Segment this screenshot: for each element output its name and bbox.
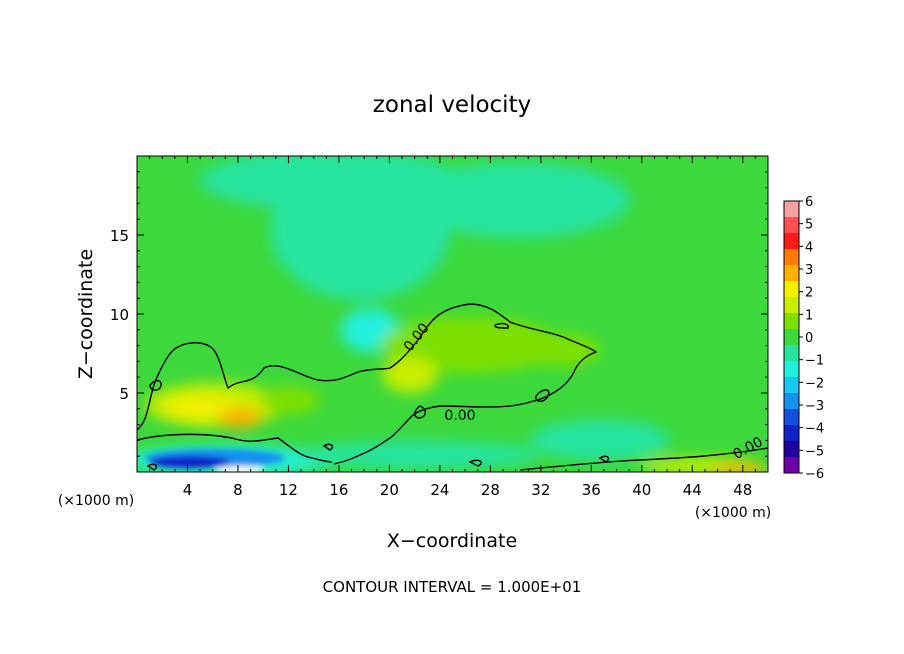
- x-tick-label: 8: [233, 481, 243, 499]
- y-unit-label: (×1000 m): [58, 493, 134, 509]
- y-axis: 5 10 15: [110, 171, 768, 457]
- colorbar-label: −6: [805, 467, 824, 482]
- zero-contour-8: [598, 455, 610, 463]
- colorbar-swatch: [784, 425, 799, 442]
- zero-contour-6: [494, 322, 509, 329]
- plot-area: [137, 156, 768, 472]
- chart-title: zonal velocity: [373, 92, 531, 118]
- field-region-10: [260, 386, 320, 414]
- colorbar-swatch: [784, 393, 799, 410]
- colorbar: 6 5 4 3 2 1 0 −1 −2 −3 −4 −5 −6: [783, 195, 824, 482]
- x-tick-label: 16: [329, 481, 348, 499]
- y-tick-label: 10: [110, 306, 129, 324]
- zero-contour-1: [137, 433, 333, 463]
- colorbar-label: −1: [805, 354, 824, 369]
- field-core-1: [150, 456, 230, 468]
- x-tick-label: 48: [733, 481, 752, 499]
- y-tick-label: 15: [110, 227, 129, 245]
- field-region-5: [382, 357, 438, 393]
- colorbar-swatch: [784, 457, 799, 474]
- field-region-15: [710, 464, 768, 472]
- colorbar-swatch: [784, 345, 799, 362]
- colorbar-swatch: [784, 217, 799, 234]
- colorbar-swatch: [784, 329, 799, 346]
- colorbar-swatch: [784, 281, 799, 298]
- colorbar-swatch: [784, 201, 799, 218]
- contour-label-1: 0.00: [444, 408, 475, 424]
- field-region-12: [300, 441, 540, 469]
- y-axis-label: Z−coordinate: [75, 249, 97, 379]
- zero-contour-3: [414, 405, 426, 419]
- colorbar-swatch: [784, 377, 799, 394]
- colorbar-label: 0: [805, 331, 813, 346]
- field-region-1: [200, 156, 460, 210]
- colorbar-label: 6: [805, 195, 813, 210]
- colorbar-label: 1: [805, 308, 813, 323]
- field-region-6: [520, 334, 600, 366]
- colorbar-label: −3: [805, 399, 824, 414]
- x-tick-label: 28: [481, 481, 500, 499]
- colorbar-label: 4: [805, 240, 813, 255]
- x-tick-label: 44: [683, 481, 702, 499]
- colorbar-swatch: [784, 233, 799, 250]
- x-tick-label: 20: [380, 481, 399, 499]
- zero-contour-7: [322, 443, 334, 451]
- field-region-8: [165, 396, 235, 420]
- field-region-9: [218, 408, 262, 428]
- colorbar-label: −5: [805, 444, 824, 459]
- field-core-2: [215, 466, 265, 472]
- field-region-13: [530, 420, 670, 460]
- x-tick-label: 4: [183, 481, 193, 499]
- colorbar-label: 2: [805, 286, 813, 301]
- zero-contour-9: [146, 463, 158, 471]
- contour-interval-note: CONTOUR INTERVAL = 1.000E+01: [323, 578, 582, 596]
- field-region-2: [410, 162, 630, 238]
- colorbar-swatch: [784, 409, 799, 426]
- x-unit-label: (×1000 m): [695, 505, 771, 521]
- y-tick-label: 5: [119, 385, 129, 403]
- zero-contour-4: [535, 389, 550, 402]
- x-tick-label: 32: [531, 481, 550, 499]
- colorbar-swatch: [784, 265, 799, 282]
- colorbar-swatch: [784, 313, 799, 330]
- colorbar-label: 5: [805, 218, 813, 233]
- colorbar-swatch: [784, 249, 799, 266]
- zero-contour-0: [137, 303, 598, 465]
- zero-contour-10: [468, 459, 482, 467]
- x-tick-label: 40: [632, 481, 651, 499]
- zero-contour-2: [519, 447, 768, 471]
- zero-contour-5: [149, 380, 162, 391]
- colorbar-swatch: [784, 297, 799, 314]
- x-tick-label: 12: [279, 481, 298, 499]
- colorbar-label: 3: [805, 263, 813, 278]
- colorbar-swatch: [784, 361, 799, 378]
- colorbar-label: −2: [805, 376, 824, 391]
- x-axis: 4 8 12 16 20 24 28 32 36 40 44 48: [149, 156, 756, 499]
- colorbar-label: −4: [805, 422, 824, 437]
- x-axis-label: X−coordinate: [387, 530, 517, 552]
- x-tick-label: 36: [582, 481, 601, 499]
- colorbar-swatch: [784, 441, 799, 458]
- x-tick-label: 24: [430, 481, 449, 499]
